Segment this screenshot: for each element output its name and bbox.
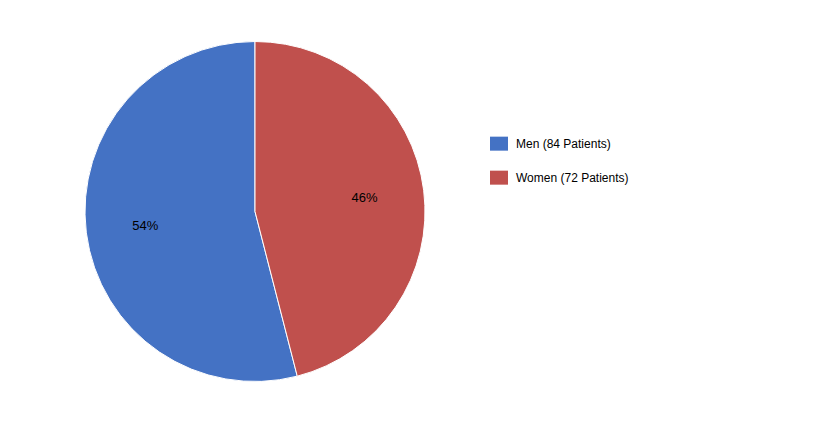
legend: Men (84 Patients) Women (72 Patients) bbox=[490, 137, 629, 185]
pie bbox=[85, 42, 425, 382]
legend-label: Men (84 Patients) bbox=[516, 137, 611, 151]
legend-label: Women (72 Patients) bbox=[516, 171, 629, 185]
legend-swatch bbox=[490, 171, 508, 185]
data-label: 54% bbox=[132, 218, 158, 233]
legend-item: Women (72 Patients) bbox=[490, 171, 629, 185]
data-labels: 54% 46% bbox=[132, 190, 378, 233]
legend-item: Men (84 Patients) bbox=[490, 137, 611, 151]
data-label: 46% bbox=[352, 190, 378, 205]
chart-svg: 54% 46% Men (84 Patients) Women (72 Patient… bbox=[0, 0, 834, 423]
legend-swatch bbox=[490, 137, 508, 151]
pie-slice bbox=[255, 42, 425, 377]
